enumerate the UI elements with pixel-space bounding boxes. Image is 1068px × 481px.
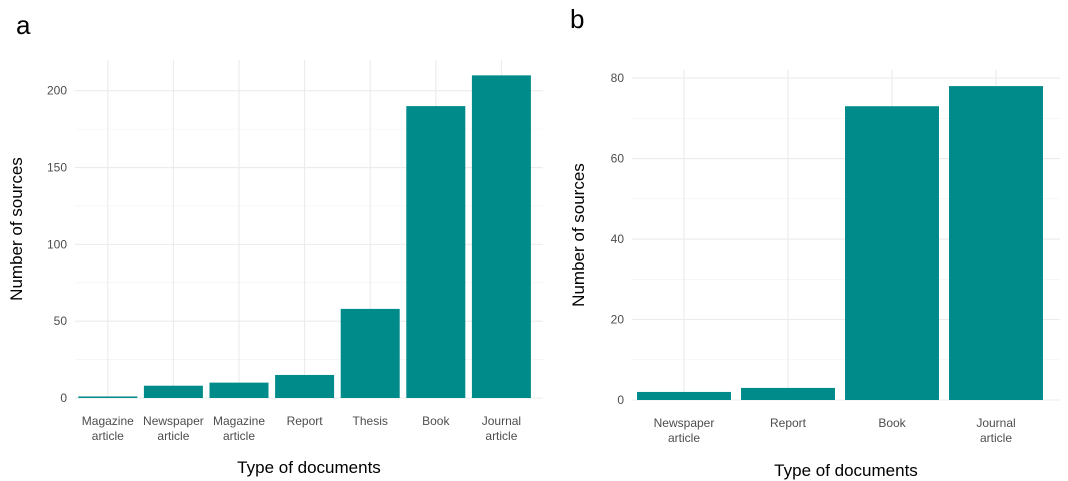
bar-b-4: [949, 86, 1043, 400]
bar-b-1: [637, 391, 731, 400]
y-tick-label: 40: [611, 232, 625, 246]
x-tick-label: Book: [422, 414, 450, 428]
y-tick-label: 0: [617, 393, 624, 407]
x-axis-title: Type of documents: [237, 458, 381, 477]
panel-label: b: [570, 4, 584, 34]
bar-a-4: [275, 374, 335, 398]
y-tick-label: 100: [47, 237, 67, 251]
y-tick-label: 200: [47, 84, 67, 98]
bar-a-6: [406, 106, 466, 398]
bar-b-2: [741, 387, 835, 400]
x-tick-label: Magazine article: [213, 414, 265, 443]
panel-label: a: [16, 10, 31, 40]
chart-panel-b: 0 20 40 60 80 Newspaper article Report Book Journ…: [569, 4, 1060, 480]
y-tick-label: 60: [611, 152, 625, 166]
chart-panel-a: 0 50 100 150 200 Magazine article Newspaper arti…: [7, 10, 543, 477]
x-axis-title: Type of documents: [774, 461, 918, 480]
y-tick-label: 150: [47, 161, 67, 175]
y-tick-label: 20: [611, 313, 625, 327]
bar-b-3: [845, 106, 939, 400]
y-axis-title: Number of sources: [569, 163, 588, 307]
x-tick-label: Thesis: [353, 414, 388, 428]
x-tick-label: Journal article: [976, 416, 1015, 445]
y-axis-title: Number of sources: [7, 157, 26, 301]
x-tick-label: Report: [770, 416, 807, 430]
x-tick-label: Newspaper article: [654, 416, 715, 445]
x-tick-label: Journal article: [482, 414, 521, 443]
bar-a-3: [209, 382, 269, 398]
y-tick-label: 80: [611, 71, 625, 85]
x-tick-label: Magazine article: [82, 414, 134, 443]
bar-a-7: [471, 75, 531, 398]
y-tick-label: 50: [54, 314, 68, 328]
x-tick-label: Report: [287, 414, 324, 428]
y-tick-label: 0: [60, 391, 67, 405]
x-tick-label: Newspaper article: [143, 414, 204, 443]
bar-a-5: [340, 308, 400, 398]
x-tick-label: Book: [878, 416, 906, 430]
bar-a-1: [78, 396, 138, 398]
bar-a-2: [143, 385, 203, 398]
